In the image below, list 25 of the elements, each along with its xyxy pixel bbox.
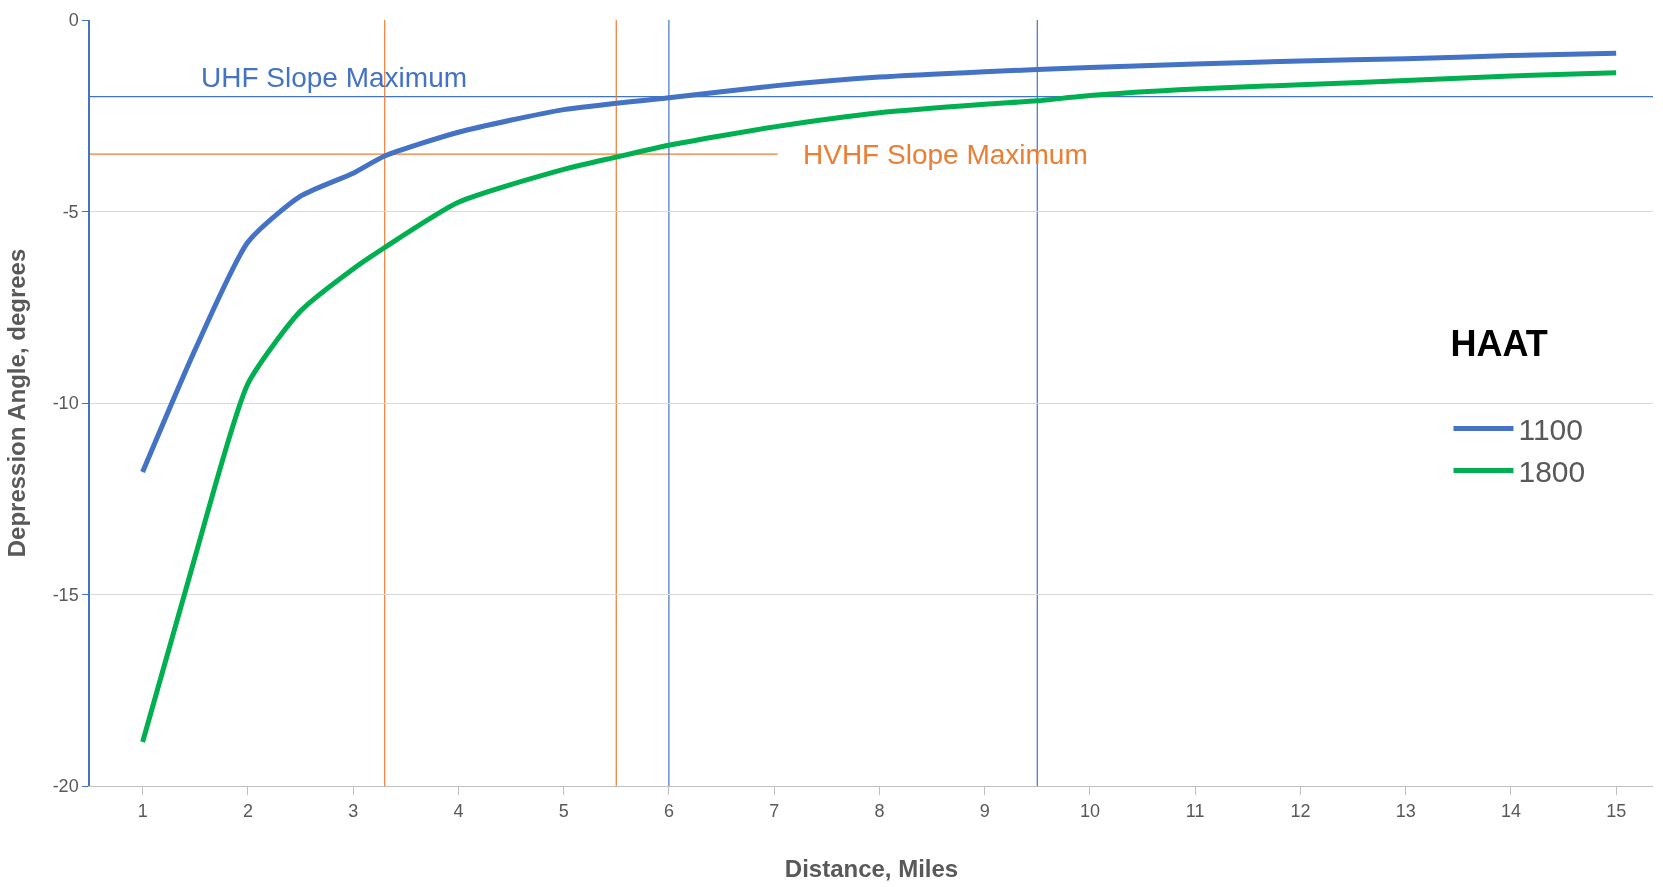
y-axis-title: Depression Angle, degrees bbox=[3, 248, 31, 558]
x-tick-label: 3 bbox=[348, 800, 359, 821]
x-tick-label: 2 bbox=[242, 800, 253, 821]
x-tick-label: 1 bbox=[137, 800, 148, 821]
legend-label: 1100 bbox=[1518, 413, 1583, 447]
x-tick-label: 4 bbox=[453, 800, 464, 821]
x-tick-label: 13 bbox=[1395, 800, 1416, 821]
x-tick-label: 12 bbox=[1290, 800, 1311, 821]
y-tick-label: 0 bbox=[68, 10, 79, 31]
legend-title: HAAT bbox=[1450, 322, 1548, 364]
y-tick-label: -15 bbox=[52, 584, 79, 605]
x-tick-label: 5 bbox=[558, 800, 569, 821]
y-tick-label: -5 bbox=[62, 201, 79, 222]
x-tick-label: 8 bbox=[874, 800, 885, 821]
x-tick-label: 11 bbox=[1185, 800, 1205, 821]
x-tick-label: 14 bbox=[1500, 800, 1521, 821]
y-tick-label: -10 bbox=[52, 393, 79, 414]
y-tick-label: -20 bbox=[52, 776, 79, 797]
x-tick-label: 15 bbox=[1606, 800, 1627, 821]
legend-label: 1800 bbox=[1518, 455, 1586, 489]
x-tick-label: 9 bbox=[979, 800, 990, 821]
x-tick-label: 6 bbox=[663, 800, 674, 821]
x-tick-label: 10 bbox=[1079, 800, 1100, 821]
x-tick-label: 7 bbox=[769, 800, 780, 821]
x-axis-title: Distance, Miles bbox=[784, 854, 959, 882]
